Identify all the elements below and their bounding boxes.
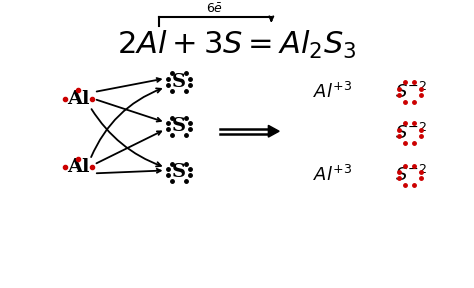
Text: $6\bar{e}$: $6\bar{e}$	[206, 2, 224, 16]
Text: $Al^{+3}$: $Al^{+3}$	[313, 82, 353, 102]
Text: $Al^{+3}$: $Al^{+3}$	[313, 165, 353, 185]
Text: Al: Al	[67, 158, 90, 177]
Text: S: S	[172, 73, 186, 91]
Text: S: S	[172, 163, 186, 181]
Text: $S^{-2}$: $S^{-2}$	[395, 123, 428, 143]
Text: Al: Al	[67, 90, 90, 108]
Text: S: S	[172, 117, 186, 135]
Text: $S^{-2}$: $S^{-2}$	[395, 165, 428, 185]
Polygon shape	[268, 125, 279, 137]
Text: $2Al + 3S = Al_2S_3$: $2Al + 3S = Al_2S_3$	[117, 29, 357, 61]
Text: $S^{-2}$: $S^{-2}$	[395, 82, 428, 102]
